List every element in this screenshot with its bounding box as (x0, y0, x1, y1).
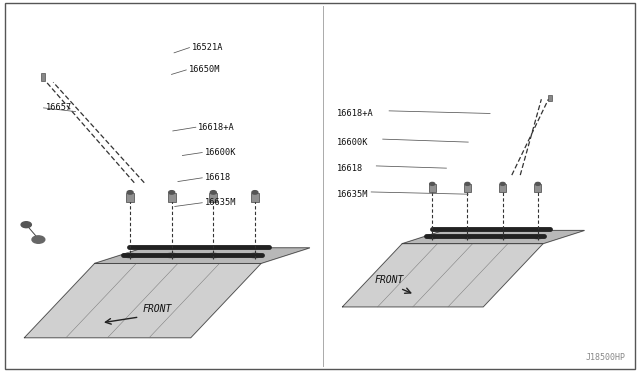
Circle shape (252, 254, 257, 257)
Polygon shape (24, 263, 261, 338)
Text: 16650M: 16650M (189, 65, 220, 74)
Text: 16600K: 16600K (205, 148, 236, 157)
Circle shape (127, 191, 133, 194)
Circle shape (429, 182, 435, 185)
Circle shape (209, 253, 218, 258)
Text: FRONT: FRONT (143, 304, 172, 314)
Text: J18500HP: J18500HP (586, 353, 626, 362)
Circle shape (169, 254, 174, 257)
Circle shape (211, 254, 216, 257)
Bar (464, 184, 471, 192)
Circle shape (465, 182, 470, 185)
Text: 16657: 16657 (46, 103, 72, 112)
Bar (168, 193, 176, 202)
Circle shape (250, 253, 260, 258)
Circle shape (169, 191, 175, 194)
Circle shape (500, 235, 505, 238)
Circle shape (499, 235, 507, 239)
Bar (126, 193, 134, 202)
Text: 16635M: 16635M (337, 190, 369, 199)
Circle shape (32, 236, 45, 243)
Polygon shape (342, 244, 543, 307)
Circle shape (167, 253, 177, 258)
Bar (499, 184, 506, 192)
Bar (251, 193, 259, 202)
Bar (429, 184, 436, 192)
Circle shape (211, 191, 216, 194)
Circle shape (536, 235, 540, 238)
Bar (41, 73, 45, 81)
Circle shape (500, 182, 505, 185)
Text: 16521A: 16521A (192, 43, 223, 52)
Polygon shape (95, 248, 310, 263)
Circle shape (21, 222, 31, 228)
Text: 16618: 16618 (337, 164, 364, 173)
Text: 16635M: 16635M (205, 198, 236, 207)
Circle shape (465, 235, 470, 238)
Bar (209, 193, 218, 202)
Circle shape (127, 254, 132, 257)
Circle shape (430, 235, 435, 238)
Circle shape (428, 235, 436, 239)
Circle shape (534, 235, 542, 239)
Text: FRONT: FRONT (374, 275, 404, 285)
Circle shape (463, 235, 472, 239)
Circle shape (535, 182, 540, 185)
Bar (534, 184, 541, 192)
Text: 16600K: 16600K (337, 138, 369, 147)
Text: 16618: 16618 (205, 173, 231, 182)
Circle shape (125, 253, 135, 258)
Bar (548, 95, 552, 101)
Text: 16618+A: 16618+A (337, 109, 374, 118)
Polygon shape (403, 230, 584, 244)
Circle shape (252, 191, 258, 194)
Text: 16618+A: 16618+A (198, 123, 235, 132)
